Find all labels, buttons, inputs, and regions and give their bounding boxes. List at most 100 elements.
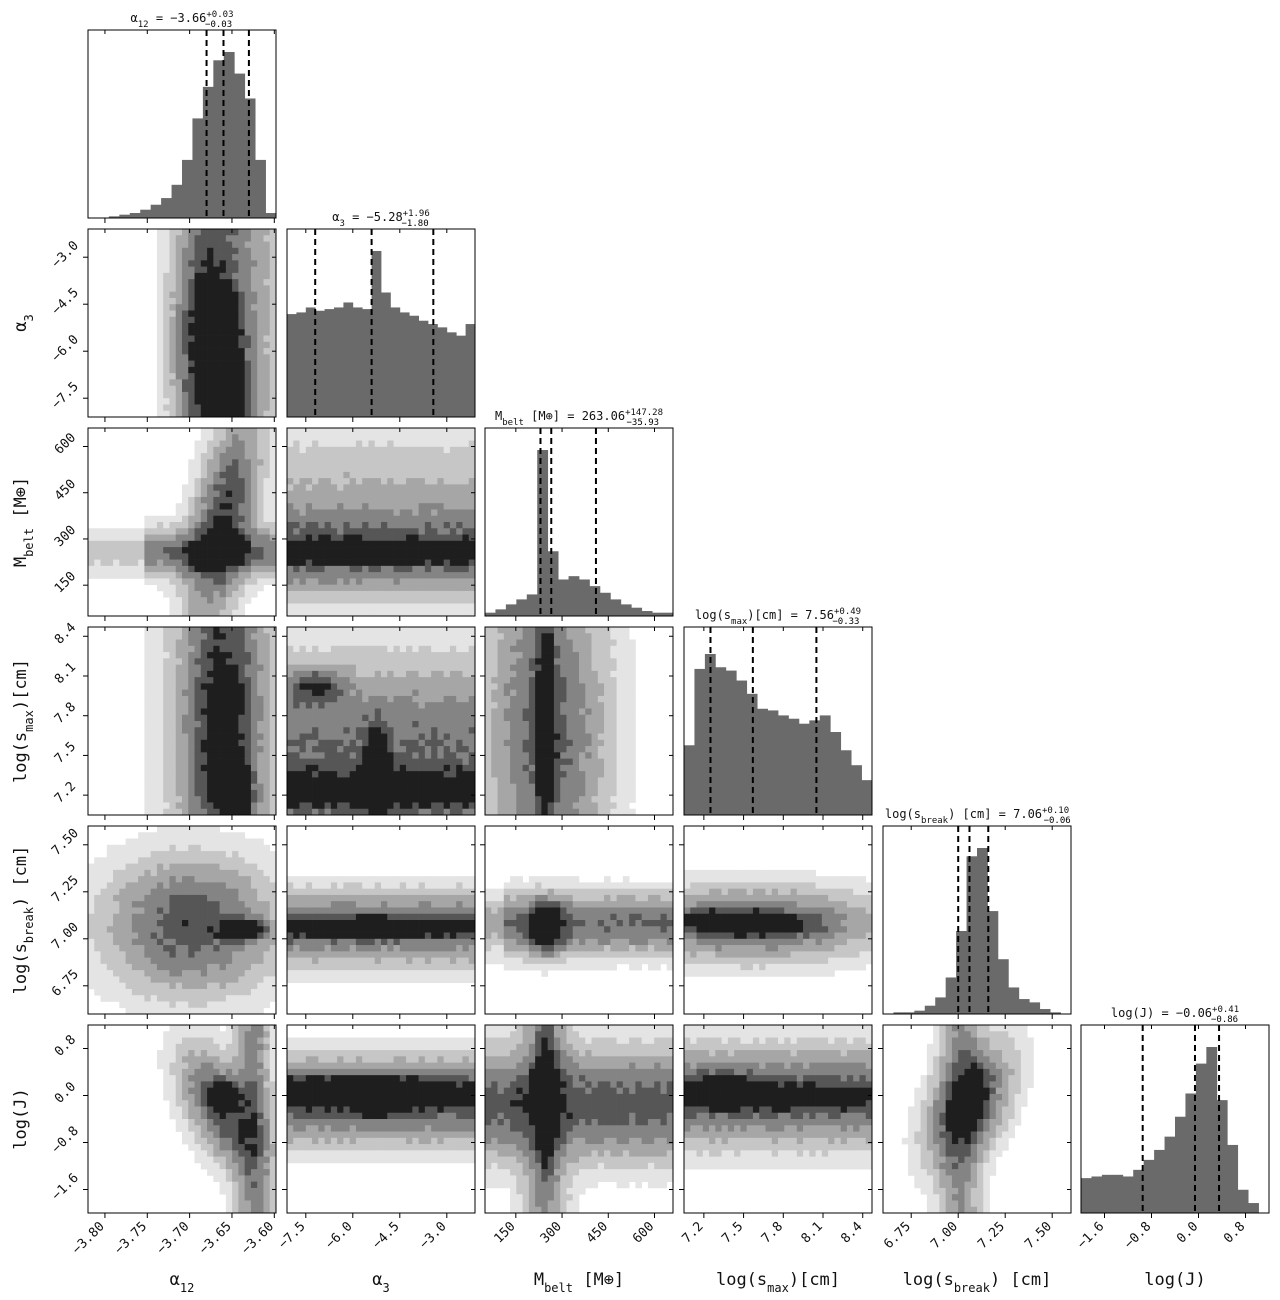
panel-frame — [882, 825, 1072, 1015]
hist-bar — [296, 312, 307, 417]
contour-panel-smax-vs-a12 — [83, 626, 277, 820]
hist-bar — [485, 612, 496, 616]
hist-bar — [182, 159, 193, 218]
panel-frame — [484, 626, 674, 816]
y-axis-label-a3: α3 — [11, 314, 36, 331]
x-axis-label-a12: α12 — [170, 1270, 195, 1295]
title-err-minus: −35.93 — [627, 418, 660, 428]
hist-bar — [662, 612, 674, 616]
x-tick-label: −6.0 — [323, 1219, 356, 1252]
hist-bar — [1101, 1174, 1113, 1213]
panel-frame — [286, 825, 476, 1015]
contour-fill — [485, 1025, 674, 1214]
panel-frame — [87, 29, 277, 219]
hist-bar — [343, 302, 354, 417]
x-tick-label: −1.6 — [1075, 1219, 1108, 1252]
contour-panel-mbelt-vs-a3 — [282, 427, 476, 621]
contour-fill — [684, 869, 873, 977]
histogram-bars-sbreak — [893, 848, 1061, 1014]
hist-panel-a12: α12 = −3.66+0.03−0.03 — [87, 10, 277, 223]
x-tick-label: −3.80 — [69, 1219, 107, 1257]
panel-frame — [1080, 1024, 1270, 1214]
hist-bar — [352, 307, 363, 417]
x-axis-label-logJ: log(J) — [1144, 1270, 1205, 1290]
hist-bar — [1227, 1144, 1239, 1213]
hist-bar — [381, 292, 391, 417]
x-axis-label-sbreak: log(sbreak) [cm] — [903, 1270, 1052, 1295]
x-tick-label: 0.8 — [1221, 1219, 1248, 1246]
y-tick-label: 600 — [52, 430, 79, 457]
x-tick-label: 8.1 — [799, 1219, 826, 1246]
hist-bar — [1216, 1100, 1228, 1213]
contour-panel-logJ-vs-mbelt — [480, 1024, 674, 1218]
panel-frame — [286, 228, 476, 418]
y-tick-label: −0.8 — [49, 1124, 82, 1157]
contour-panel-logJ-vs-a12 — [83, 1024, 277, 1218]
hist-bar — [390, 307, 401, 417]
hist-bar — [778, 715, 789, 815]
contour-panel-sbreak-vs-a3 — [282, 825, 476, 1019]
y-tick-label: 0.8 — [52, 1032, 79, 1059]
histogram-bars-logJ — [1081, 1047, 1259, 1213]
contour-panel-sbreak-vs-smax — [679, 825, 873, 1019]
hist-bar — [1143, 1159, 1155, 1213]
hist-panel-logJ: log(J) = −0.06+0.41−0.86 — [1080, 1005, 1270, 1218]
hist-bar — [956, 931, 967, 1014]
y-tick-label: −7.5 — [49, 379, 82, 412]
hist-bar — [234, 73, 246, 218]
panel-frame — [683, 626, 873, 816]
y-tick-label: 150 — [52, 569, 79, 596]
panel-frame — [286, 1024, 476, 1214]
hist-bar — [1008, 987, 1020, 1014]
hist-bar — [505, 604, 517, 616]
hist-bar — [610, 599, 622, 616]
hist-bar — [516, 599, 528, 616]
hist-bar — [399, 312, 410, 417]
hist-panel-a3: α3 = −5.28+1.96−1.80 — [286, 209, 476, 422]
contour-fill — [287, 627, 476, 816]
hist-bar — [1154, 1149, 1165, 1213]
contour-fill — [485, 876, 674, 977]
hist-bar — [788, 718, 800, 815]
hist-bar — [223, 52, 235, 218]
y-axis-label-logJ: log(J) — [11, 1088, 31, 1149]
hist-bar — [446, 332, 457, 417]
hist-bar — [465, 324, 476, 417]
x-tick-label: 600 — [630, 1219, 657, 1246]
contour-panel-smax-vs-mbelt — [480, 626, 674, 820]
hist-bar — [861, 780, 873, 815]
hist-bar — [255, 159, 266, 218]
contour-panel-logJ-vs-smax — [679, 1024, 873, 1218]
hist-bar — [819, 715, 831, 815]
y-tick-label: −3.0 — [49, 238, 82, 271]
title-err-minus: −0.86 — [1211, 1015, 1238, 1025]
hist-panel-smax: log(smax)[cm] = 7.56+0.49−0.33 — [683, 607, 873, 820]
hist-bar — [1133, 1169, 1145, 1213]
hist-bar — [704, 653, 716, 815]
x-tick-label: −3.75 — [112, 1219, 150, 1257]
contour-fill — [287, 428, 476, 617]
hist-bar — [1237, 1189, 1249, 1213]
title-err-minus: −0.06 — [1044, 816, 1071, 826]
contour-fill — [684, 1025, 873, 1170]
hist-bar — [202, 86, 214, 218]
y-tick-label: 8.1 — [52, 660, 79, 687]
panel-title-smax: log(smax)[cm] = 7.56+0.49 — [695, 607, 861, 627]
hist-panel-mbelt: Mbelt [M⊕] = 263.06+147.28−35.93 — [484, 408, 674, 621]
hist-bar — [1248, 1203, 1259, 1213]
y-tick-label: −4.5 — [49, 285, 82, 318]
hist-bar — [977, 848, 988, 1014]
hist-bar — [1081, 1178, 1092, 1213]
hist-bar — [418, 320, 429, 417]
hist-bar — [437, 327, 448, 417]
y-tick-label: 8.4 — [52, 620, 79, 647]
contour-panel-a3-vs-a12 — [83, 228, 277, 422]
histogram-bars-mbelt — [485, 450, 674, 616]
x-tick-label: 7.25 — [975, 1219, 1008, 1252]
hist-bar — [966, 856, 978, 1014]
x-axis-label-mbelt: Mbelt [M⊕] — [534, 1270, 624, 1295]
hist-bar — [767, 710, 779, 815]
panel-frame — [882, 1024, 1072, 1214]
contour-fill — [485, 627, 636, 816]
y-tick-label: −1.6 — [49, 1171, 82, 1204]
